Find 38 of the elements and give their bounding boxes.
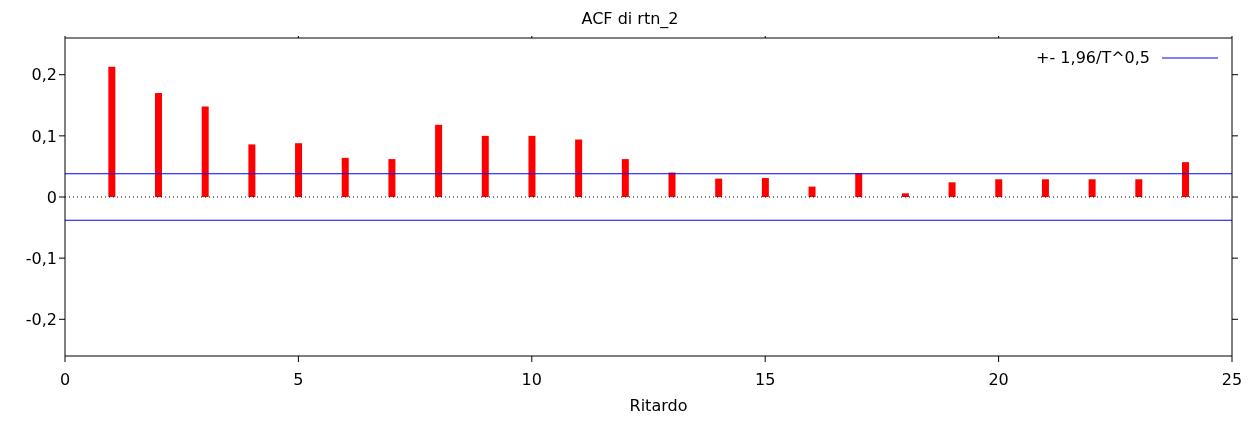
bar	[201, 106, 209, 197]
bar	[1088, 179, 1096, 197]
x-tick-label: 15	[755, 370, 776, 390]
bar	[621, 159, 629, 197]
y-tick-label: 0,1	[31, 126, 57, 146]
bar	[1135, 179, 1143, 197]
bar	[528, 135, 536, 197]
bar	[1041, 179, 1049, 197]
bar	[295, 143, 303, 197]
bar	[248, 144, 256, 197]
y-tick-label: -0,1	[25, 248, 57, 268]
x-tick-label: 0	[59, 370, 71, 390]
bar	[855, 173, 863, 197]
chart-title: ACF di rtn_2	[580, 8, 680, 30]
bar	[761, 178, 769, 197]
bar	[388, 159, 396, 197]
bar	[948, 182, 956, 197]
x-tick-label: 5	[293, 370, 304, 390]
legend-label: +- 1,96/T^0,5	[1036, 48, 1150, 67]
x-tick-label: 25	[1221, 370, 1243, 390]
bar	[575, 139, 583, 197]
bar	[1181, 162, 1189, 197]
x-axis-title: Ritardo	[628, 396, 689, 415]
bar	[715, 178, 723, 197]
y-tick-label: 0,2	[31, 65, 57, 85]
y-tick-label: 0	[46, 187, 57, 207]
bar	[341, 157, 349, 197]
x-tick-label: 10	[521, 370, 542, 390]
y-tick-label: -0,2	[25, 309, 57, 329]
bar	[808, 186, 816, 197]
bar	[995, 179, 1003, 197]
bar	[481, 135, 489, 197]
x-tick-label: 20	[988, 370, 1009, 390]
bar	[155, 93, 163, 197]
bar	[901, 193, 909, 197]
bar	[668, 172, 676, 197]
bar	[435, 124, 443, 197]
bar	[108, 66, 116, 197]
